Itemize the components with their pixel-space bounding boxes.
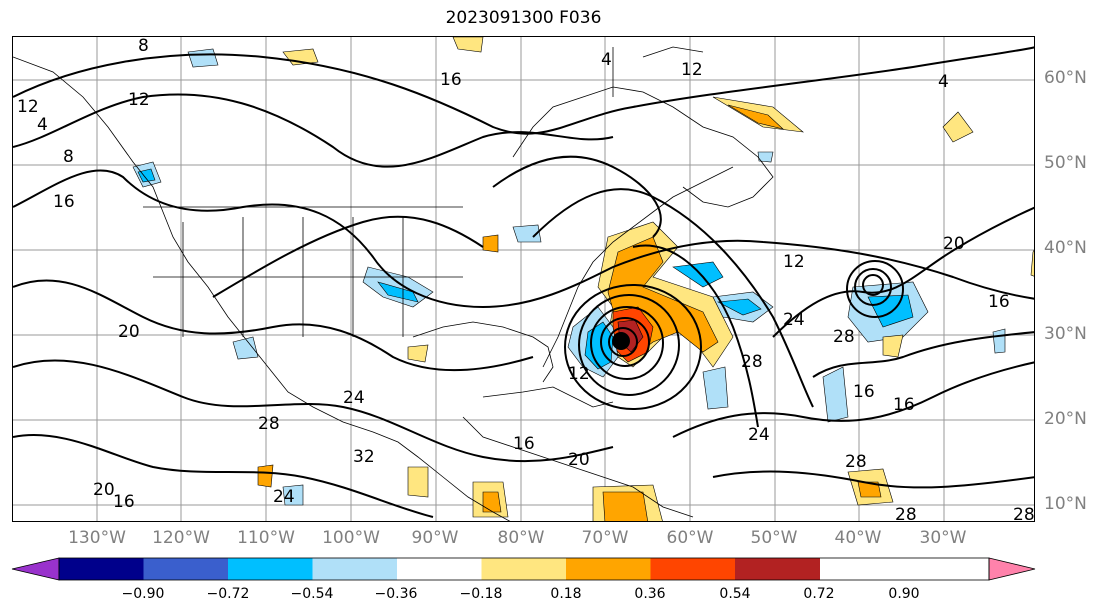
colorbar-tick: −0.90 <box>121 586 165 602</box>
contour-label: 8 <box>138 37 149 56</box>
contour-label: 24 <box>273 487 295 507</box>
colorbar-outline <box>58 557 990 581</box>
contour-label: 20 <box>943 234 965 254</box>
hurricane-center-marker <box>612 332 630 350</box>
colorbar-tick: −0.54 <box>290 586 334 602</box>
contour-label: 28 <box>895 505 917 522</box>
colorbar-tick: 0.36 <box>634 586 666 602</box>
lat-label: 10°N <box>1044 494 1087 514</box>
contour-label: 4 <box>938 72 949 92</box>
lon-label: 70°W <box>581 528 629 548</box>
colorbar-tick: −0.18 <box>459 586 503 602</box>
colorbar-segment <box>566 558 651 580</box>
lat-label: 40°N <box>1044 238 1087 258</box>
colorbar-extend-high <box>988 557 1036 581</box>
lon-label: 130°W <box>68 528 126 548</box>
colorbar-tick: 0.90 <box>888 586 920 602</box>
contour-label: 28 <box>845 452 867 472</box>
lon-label: 120°W <box>152 528 210 548</box>
colorbar-tick: 0.72 <box>803 586 835 602</box>
lat-label: 50°N <box>1044 153 1087 173</box>
contour-label: 4 <box>601 50 612 70</box>
contour-label: 12 <box>568 364 590 384</box>
contour-labels: 84 12161248121620242832242016121620242828… <box>17 37 1035 522</box>
contour-label: 28 <box>1013 505 1035 522</box>
contour-label: 16 <box>893 395 915 415</box>
lon-label: 60°W <box>666 528 714 548</box>
colorbar-segment <box>143 558 229 580</box>
contour-label: 16 <box>513 434 535 454</box>
contour-label: 12 <box>681 60 703 80</box>
lat-label: 30°N <box>1044 324 1087 344</box>
contour-label: 32 <box>353 447 375 467</box>
contour-label: 16 <box>853 382 875 402</box>
lon-label: 40°W <box>834 528 882 548</box>
contour-label: 24 <box>748 425 770 445</box>
lon-label: 80°W <box>497 528 545 548</box>
lon-label: 90°W <box>411 528 459 548</box>
colorbar-segment <box>228 558 313 580</box>
contour-label: 24 <box>783 310 805 330</box>
colorbar-segment <box>650 558 736 580</box>
lat-label: 60°N <box>1044 68 1087 88</box>
colorbar-segment <box>312 558 398 580</box>
contour-label: 4 <box>37 115 48 135</box>
lon-label: 110°W <box>237 528 295 548</box>
contour-label: 16 <box>988 292 1010 312</box>
contour-label: 28 <box>833 327 855 347</box>
lat-label: 20°N <box>1044 409 1087 429</box>
contour-label: 12 <box>17 97 39 117</box>
colorbar-tick: 0.18 <box>550 586 582 602</box>
map-canvas: 84 12161248121620242832242016121620242828… <box>13 37 1035 522</box>
colorbar <box>11 557 1036 581</box>
colorbar-tick: −0.72 <box>206 586 250 602</box>
map-panel[interactable]: 8 4 12 16 12 4 8 12 16 20 24 28 32 24 20 16 12 16 20 24 28 28… <box>12 36 1035 522</box>
lon-label: 100°W <box>322 528 380 548</box>
coastlines <box>13 46 774 521</box>
contour-label: 24 <box>343 388 365 408</box>
contour-label: 16 <box>53 192 75 212</box>
colorbar-extend-low <box>11 557 60 581</box>
colorbar-tick: 0.54 <box>719 586 751 602</box>
lon-label: 50°W <box>750 528 798 548</box>
contour-label: 20 <box>118 322 140 342</box>
colorbar-segment <box>59 558 144 580</box>
contour-label: 16 <box>440 70 462 90</box>
contour-label: 28 <box>258 414 280 434</box>
colorbar-segment <box>481 558 567 580</box>
contour-label: 28 <box>741 352 763 372</box>
colorbar-tick: −0.36 <box>374 586 418 602</box>
contour-label: 12 <box>128 90 150 110</box>
contour-label: 20 <box>93 480 115 500</box>
contour-label: 20 <box>568 450 590 470</box>
contours <box>13 46 1034 518</box>
map-title: 2023091300 F036 <box>445 8 602 28</box>
colorbar-segment <box>735 558 820 580</box>
contour-label: 12 <box>783 252 805 272</box>
contour-label: 16 <box>113 492 135 512</box>
lon-label: 30°W <box>919 528 967 548</box>
colorbar-segment <box>397 558 482 580</box>
contour-label: 8 <box>63 147 74 167</box>
